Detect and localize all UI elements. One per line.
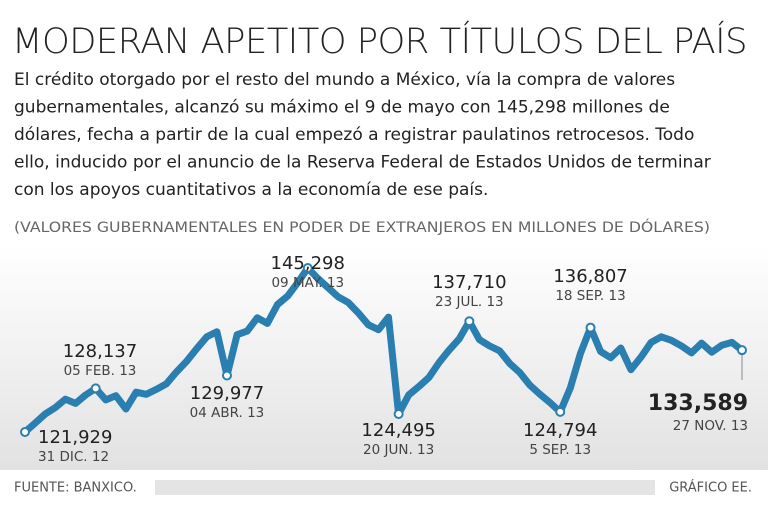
annotation-date: 27 NOV. 13	[673, 418, 748, 434]
annotation-date: 23 JUL. 13	[435, 294, 504, 310]
annotation-date: 31 DIC. 12	[38, 449, 109, 465]
annotation-date: 09 MAY. 13	[271, 275, 344, 291]
description: El crédito otorgado por el resto del mun…	[14, 70, 711, 200]
description-line: dólares, fecha a partir de la cual empez…	[14, 125, 694, 145]
annotation-point	[737, 345, 747, 356]
description-line: El crédito otorgado por el resto del mun…	[14, 70, 675, 90]
annotation-point	[393, 408, 404, 419]
annotation-date: 05 FEB. 13	[64, 363, 137, 379]
annotation-point	[302, 263, 313, 273]
annotation-value: 124,495	[361, 420, 435, 441]
description-line: ello, inducido por el anuncio de la Rese…	[14, 153, 711, 173]
annotation-value: 129,977	[190, 383, 264, 404]
annotation-value: 145,298	[271, 253, 345, 274]
annotation-date: 18 SEP. 13	[555, 288, 625, 304]
annotation-value: 121,929	[38, 427, 112, 448]
annotation-date: 20 JUN. 13	[363, 442, 434, 458]
annotation-value: 133,589	[648, 391, 748, 416]
description-line: con los apoyos cuantitativos a la econom…	[14, 180, 488, 200]
annotation-value: 124,794	[523, 420, 597, 441]
annotation-date: 5 SEP. 13	[529, 442, 591, 458]
annotation-point	[555, 406, 566, 417]
source: FUENTE: BANXICO.	[14, 481, 137, 496]
annotation-value: 128,137	[63, 341, 137, 362]
series-line	[21, 264, 746, 436]
description-line: gubernamentales, alcanzó su máximo el 9 …	[14, 98, 670, 118]
chart-title: MODERAN APETITO POR TÍTULOS DEL PAÍS	[12, 20, 747, 62]
annotation-value: 136,807	[553, 266, 627, 287]
annotation-point	[585, 322, 596, 333]
subtitle: (VALORES GUBERNAMENTALES EN PODER DE EXT…	[14, 218, 710, 236]
annotation-value: 137,710	[432, 272, 506, 293]
footer-bar	[155, 480, 655, 495]
annotation-date: 04 ABR. 13	[190, 405, 265, 421]
annotation-point	[20, 427, 30, 437]
credit: GRÁFICO EE.	[669, 480, 752, 496]
annotation-point	[464, 316, 475, 327]
annotation-point	[90, 383, 101, 394]
annotation-point	[221, 370, 232, 381]
